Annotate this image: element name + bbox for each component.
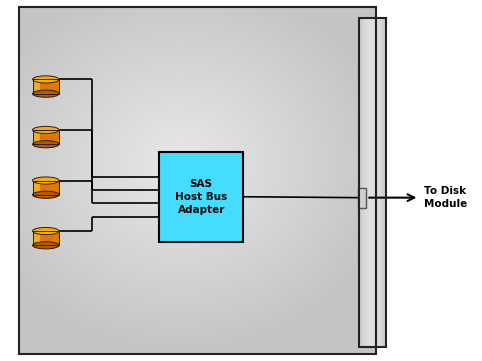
- Bar: [159, 152, 243, 242]
- Ellipse shape: [32, 90, 59, 97]
- Bar: [33, 231, 59, 245]
- Ellipse shape: [32, 76, 59, 83]
- Bar: [33, 79, 59, 94]
- Text: SAS
Host Bus
Adapter: SAS Host Bus Adapter: [175, 179, 228, 215]
- Bar: [33, 180, 59, 195]
- Bar: [33, 180, 40, 195]
- Ellipse shape: [32, 227, 59, 235]
- Ellipse shape: [32, 242, 59, 249]
- Text: To Disk
Module: To Disk Module: [424, 186, 468, 209]
- Bar: [358, 188, 366, 208]
- Ellipse shape: [32, 141, 59, 148]
- Ellipse shape: [32, 126, 59, 134]
- Bar: [33, 79, 40, 94]
- Bar: [33, 79, 59, 94]
- Bar: [33, 130, 59, 144]
- Bar: [33, 231, 59, 245]
- Bar: [33, 130, 40, 144]
- Bar: [359, 18, 386, 347]
- Ellipse shape: [32, 177, 59, 184]
- Bar: [33, 231, 40, 245]
- Bar: [33, 180, 59, 195]
- Ellipse shape: [32, 191, 59, 199]
- Bar: [33, 130, 59, 144]
